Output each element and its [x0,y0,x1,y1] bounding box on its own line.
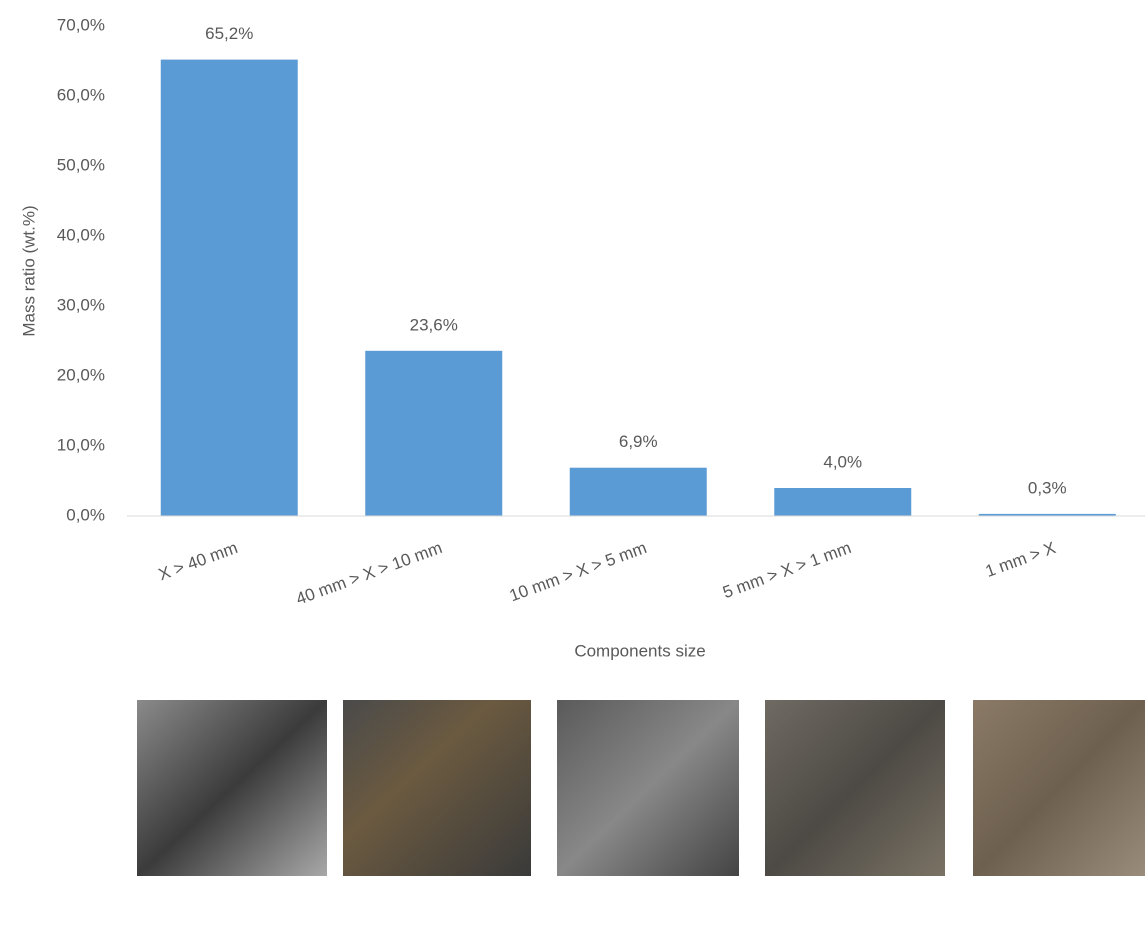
data-label: 65,2% [205,24,253,43]
photo [765,700,945,876]
x-tick-label: 5 mm > X > 1 mm [720,538,853,602]
photo [343,700,531,876]
x-axis-title: Components size [574,641,705,660]
x-tick-label: 10 mm > X > 5 mm [507,538,649,605]
y-tick-label: 70,0% [57,15,105,34]
data-label: 0,3% [1028,478,1067,497]
bar [569,467,707,516]
y-tick-label: 30,0% [57,295,105,314]
y-axis-title: Mass ratio (wt.%) [19,205,38,336]
data-label: 4,0% [823,452,862,471]
y-tick-label: 10,0% [57,435,105,454]
bar [774,488,912,516]
photo [557,700,739,876]
x-tick-label: X > 40 mm [156,538,240,584]
x-tick-label: 1 mm > X [983,538,1058,581]
y-tick-label: 0,0% [66,505,105,524]
y-tick-label: 50,0% [57,155,105,174]
y-tick-label: 60,0% [57,85,105,104]
data-label: 6,9% [619,432,658,451]
x-tick-label: 40 mm > X > 10 mm [293,538,444,609]
y-tick-label: 40,0% [57,225,105,244]
photo [973,700,1145,876]
bar [978,513,1116,516]
data-label: 23,6% [410,315,458,334]
y-tick-label: 20,0% [57,365,105,384]
bar [365,350,503,516]
bar [160,59,298,516]
photo [137,700,327,876]
